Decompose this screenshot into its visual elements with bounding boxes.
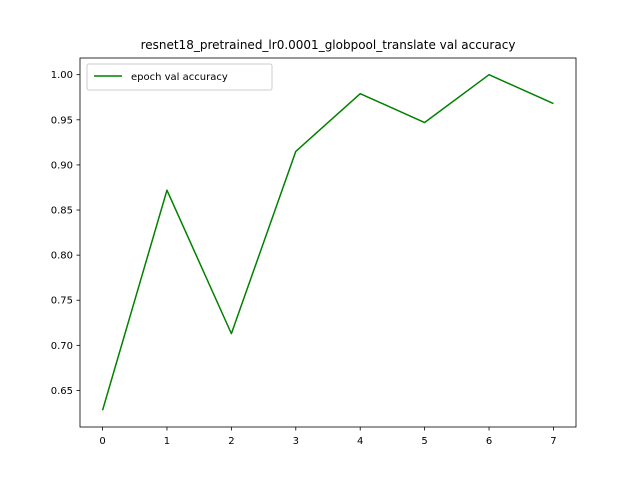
x-tick-label: 5	[421, 436, 427, 447]
x-tick-label: 3	[293, 436, 299, 447]
y-tick-label: 0.80	[51, 251, 73, 262]
legend-box	[86, 63, 273, 91]
y-tick-label: 0.70	[51, 341, 73, 352]
y-tick-label: 0.75	[51, 296, 73, 307]
axes-background	[80, 58, 576, 427]
x-tick-label: 0	[99, 436, 105, 447]
axes-frame	[79, 57, 577, 428]
y-tick-label: 1.00	[51, 70, 73, 81]
chart-title: resnet18_pretrained_lr0.0001_globpool_tr…	[141, 38, 516, 52]
y-tick-label: 0.95	[51, 115, 73, 126]
x-tick-label: 2	[228, 436, 234, 447]
x-tick-label: 6	[486, 436, 492, 447]
y-tick-label: 0.85	[51, 206, 73, 217]
x-tick-label: 1	[164, 436, 170, 447]
series-layer	[101, 73, 554, 411]
x-axis: 0 1 2 3 4 5 6 7	[99, 427, 557, 447]
series-line	[101, 73, 554, 411]
x-tick-label: 7	[550, 436, 556, 447]
x-tick-label: 4	[357, 436, 363, 447]
y-axis: 0.65 0.70 0.75 0.80 0.85 0.90 0.95 1.00	[51, 70, 80, 397]
y-tick-label: 0.65	[51, 386, 73, 397]
y-tick-label: 0.90	[51, 160, 73, 171]
legend: epoch val accuracy	[86, 63, 273, 91]
legend-label: epoch val accuracy	[131, 72, 228, 83]
plot-area	[80, 58, 576, 427]
